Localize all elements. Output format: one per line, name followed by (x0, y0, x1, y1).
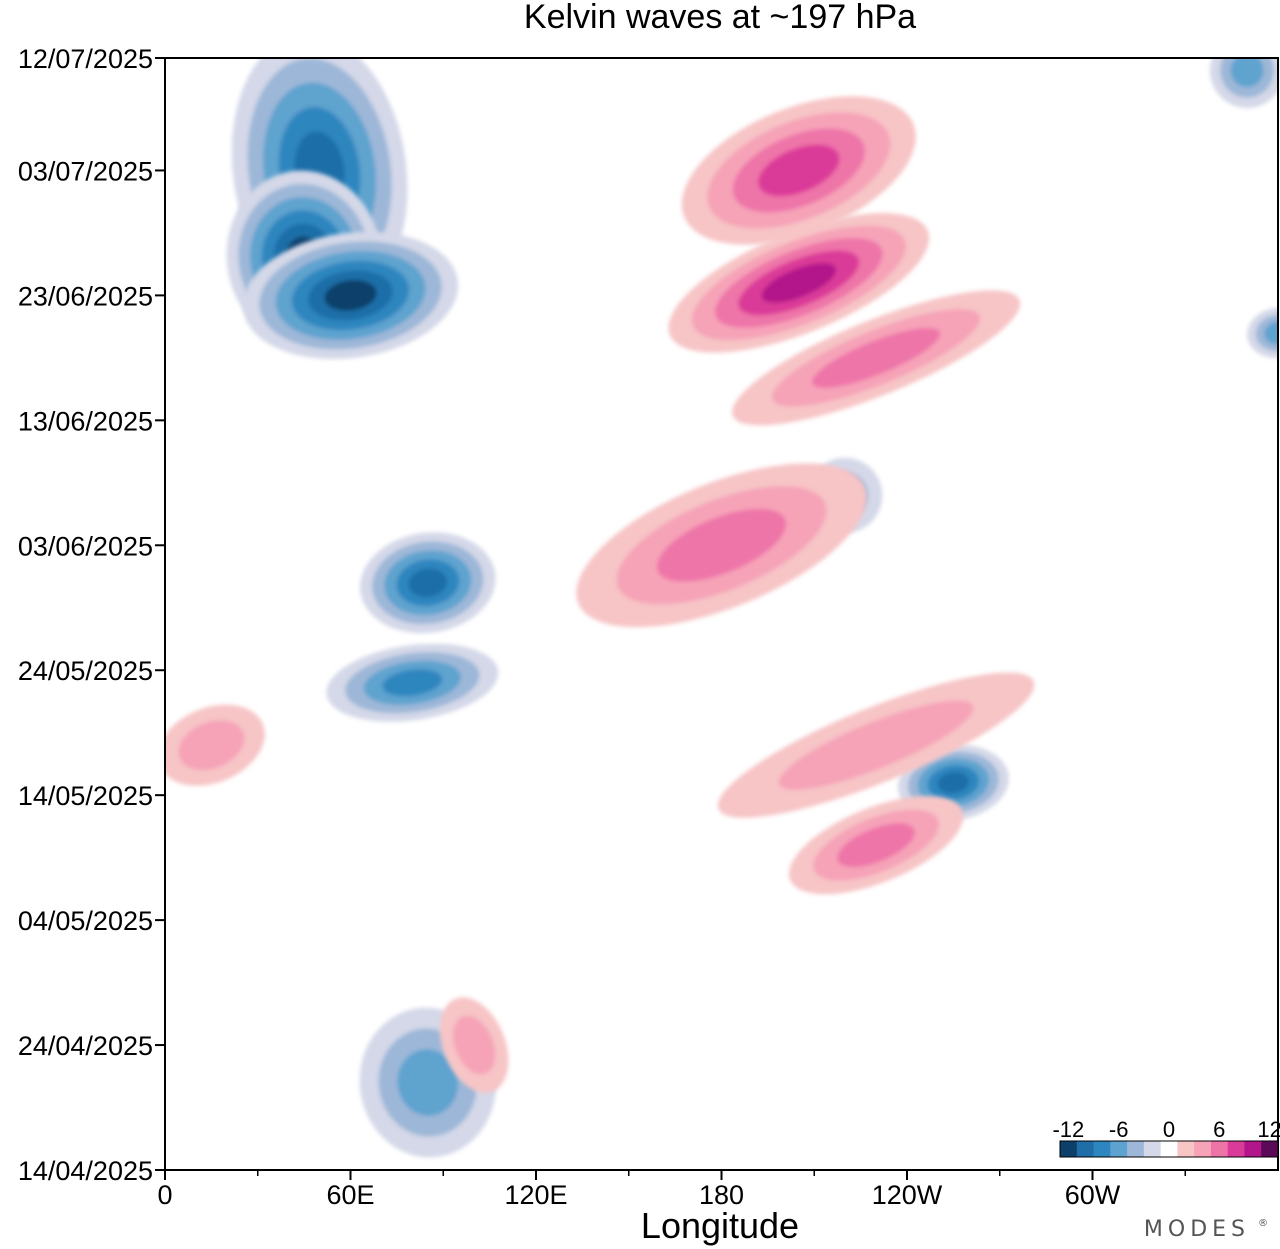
chart-title: Kelvin waves at ~197 hPa (524, 0, 916, 36)
y-tick-label: 12/07/2025 (18, 44, 153, 74)
contour-level (397, 1049, 459, 1116)
colorbar-swatch (1076, 1141, 1095, 1157)
contour-level (453, 1015, 496, 1075)
contour-level (408, 568, 448, 598)
colorbar-swatch (1261, 1141, 1279, 1157)
contour-level (324, 279, 377, 311)
x-tick-label: 120W (872, 1180, 943, 1210)
contour-level (761, 262, 837, 303)
colorbar-swatch (1143, 1141, 1162, 1157)
x-tick-label: 0 (157, 1180, 172, 1210)
colorbar-tick-label: -12 (1052, 1117, 1084, 1142)
x-tick-label: 180 (699, 1180, 744, 1210)
y-tick-label: 04/05/2025 (18, 906, 153, 936)
colorbar-swatch (1127, 1141, 1145, 1157)
contour-feature (360, 532, 496, 634)
y-tick-label: 23/06/2025 (18, 281, 153, 311)
colorbar-swatch (1177, 1141, 1195, 1157)
x-tick-label: 120E (504, 1180, 567, 1210)
y-tick-label: 13/06/2025 (18, 406, 153, 436)
contour-feature (439, 997, 509, 1093)
contour-feature (242, 231, 459, 360)
colorbar-swatch (1210, 1141, 1229, 1157)
y-tick-label: 24/05/2025 (18, 656, 153, 686)
brand-logo: MODES (1144, 1217, 1250, 1242)
y-axis: 12/07/2025 03/07/2025 23/06/2025 13/06/2025… (18, 44, 165, 1186)
colorbar-swatch (1160, 1141, 1178, 1157)
colorbar-swatch (1227, 1141, 1245, 1157)
brand-registered-mark: ® (1258, 1218, 1268, 1229)
contour-level (812, 327, 941, 388)
x-tick-label: 60E (326, 1180, 374, 1210)
colorbar-tick-label: 6 (1213, 1117, 1225, 1142)
contour-feature (576, 463, 867, 628)
contour-level (178, 720, 245, 771)
x-axis: 0 60E 120E 180 120W 60W (157, 1170, 1186, 1210)
contour-feature (326, 643, 499, 722)
contour-level (382, 669, 443, 697)
contour-feature (681, 96, 916, 245)
y-tick-label: 24/04/2025 (18, 1031, 153, 1061)
contour-level (1264, 321, 1278, 345)
colorbar-legend: -12 -6 0 6 12 (1052, 1117, 1280, 1158)
colorbar-swatch (1093, 1141, 1111, 1157)
contour-level (837, 823, 915, 867)
colorbar-tick-label: 0 (1163, 1117, 1175, 1142)
colorbar-swatch (1060, 1141, 1078, 1157)
y-tick-label: 14/05/2025 (18, 781, 153, 811)
x-axis-label: Longitude (641, 1205, 799, 1246)
contour-feature (1209, 58, 1278, 108)
contour-feature (668, 213, 930, 353)
colorbar-swatch (1244, 1141, 1262, 1157)
colorbar-tick-label: 12 (1257, 1117, 1280, 1142)
colorbar-tick-label: -6 (1109, 1117, 1129, 1142)
contour-field (165, 58, 1278, 1158)
y-tick-label: 03/06/2025 (18, 531, 153, 561)
colorbar-swatch (1110, 1141, 1128, 1157)
contour-feature (165, 704, 265, 786)
colorbar-frame (1059, 1140, 1279, 1158)
contour-level (758, 144, 840, 197)
y-tick-label: 14/04/2025 (18, 1156, 153, 1186)
contour-level (937, 771, 970, 794)
colorbar-swatch (1194, 1141, 1212, 1157)
y-tick-label: 03/07/2025 (18, 156, 153, 186)
contour-feature (717, 672, 1035, 818)
contour-level (1230, 58, 1264, 88)
contour-feature (788, 796, 964, 895)
contour-level (778, 700, 974, 790)
x-tick-label: 60W (1065, 1180, 1121, 1210)
contour-level (656, 508, 787, 582)
contour-feature (732, 290, 1021, 426)
